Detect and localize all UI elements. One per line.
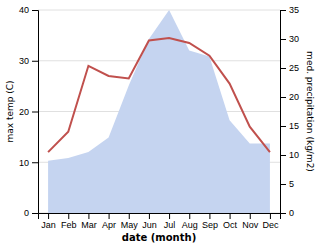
grid-line <box>38 10 280 11</box>
tick-mark <box>280 39 286 40</box>
tick: Apr <box>102 213 116 230</box>
y-axis-title: max temp (C) <box>5 80 15 142</box>
y2-axis: 0 5 10 15 20 25 30 35 <box>280 5 299 218</box>
tick-mark <box>32 162 38 163</box>
tick-label: Apr <box>102 220 116 230</box>
tick-mark <box>32 61 38 62</box>
tick: 5 <box>280 179 294 189</box>
tick-label: Mar <box>81 220 97 230</box>
tick-mark <box>280 10 286 11</box>
tick: Jan <box>41 213 56 230</box>
tick-label: Oct <box>223 220 238 230</box>
tick: Aug <box>182 213 198 230</box>
tick-label: 20 <box>19 107 29 117</box>
tick-label: Nov <box>242 220 259 230</box>
tick-mark <box>250 213 251 219</box>
tick-label: 30 <box>19 56 29 66</box>
tick-mark <box>280 184 286 185</box>
chart: Jan Feb Mar Apr MayJun Jul Aug Sep Oct NovDec 0 10 2… <box>0 0 318 247</box>
tick: 0 <box>280 208 294 218</box>
tick: 30 <box>19 56 38 66</box>
tick-label: 0 <box>24 208 29 218</box>
tick-mark <box>280 126 286 127</box>
tick-label: Sep <box>202 220 218 230</box>
tick: 20 <box>280 92 299 102</box>
tick: Sep <box>202 213 218 230</box>
tick-mark <box>32 10 38 11</box>
tick-mark <box>280 68 286 69</box>
tick: 0 <box>24 208 38 218</box>
tick-mark <box>280 213 286 214</box>
tick: 20 <box>19 107 38 117</box>
tick-label: Aug <box>182 220 198 230</box>
tick-label: 25 <box>289 63 299 73</box>
tick-label: 15 <box>289 121 299 131</box>
tick-label: 30 <box>289 34 299 44</box>
tick-mark <box>280 155 286 156</box>
tick: Mar <box>81 213 97 230</box>
grid <box>38 10 280 213</box>
tick-label: 35 <box>289 5 299 15</box>
tick: 10 <box>280 150 299 160</box>
tick-label: Jan <box>41 220 56 230</box>
tick-mark <box>68 213 69 219</box>
tick: Nov <box>242 213 259 230</box>
line <box>48 38 270 152</box>
tick-label: 40 <box>19 5 29 15</box>
tick-mark <box>32 112 38 113</box>
tick-label: Dec <box>262 220 279 230</box>
tick-mark <box>270 213 271 219</box>
tick-label: 20 <box>289 92 299 102</box>
axis-line <box>281 11 287 214</box>
tick-label: 5 <box>289 179 294 189</box>
area <box>48 10 270 213</box>
tick-label: 10 <box>19 158 29 168</box>
tick: 25 <box>280 63 299 73</box>
axis-line <box>32 11 39 214</box>
tick-label: 10 <box>289 150 299 160</box>
tick-label: Feb <box>61 220 77 230</box>
tick-mark <box>109 213 110 219</box>
tick-mark <box>209 213 210 219</box>
tick-label: Jun <box>142 220 157 230</box>
x-axis: Jan Feb Mar Apr MayJun Jul Aug Sep Oct NovDec <box>39 213 281 230</box>
tick-mark <box>230 213 231 219</box>
tick-mark <box>189 213 190 219</box>
tick: Jun <box>142 213 157 230</box>
tick-label: May <box>121 220 139 230</box>
tick-label: Jul <box>164 220 176 230</box>
plot: Jan Feb Mar Apr MayJun Jul Aug Sep Oct NovDec 0 10 2… <box>19 5 299 230</box>
tick: 40 <box>19 5 38 15</box>
tick-mark <box>32 213 38 214</box>
tick: 35 <box>280 5 299 15</box>
tick: 10 <box>19 158 38 168</box>
axis-line <box>39 214 281 220</box>
tick-label: 0 <box>289 208 294 218</box>
x-axis-title: date (month) <box>122 232 196 243</box>
tick-mark <box>48 213 49 219</box>
tick: Oct <box>223 213 238 230</box>
tick-mark <box>149 213 150 219</box>
tick-mark <box>129 213 130 219</box>
tick: Feb <box>61 213 77 230</box>
tick-mark <box>169 213 170 219</box>
tick-mark <box>280 97 286 98</box>
marks <box>48 10 270 213</box>
tick: Dec <box>262 213 279 230</box>
tick: Jul <box>164 213 176 230</box>
y2-axis-title: med. precipitation (kg/m2) <box>305 51 315 172</box>
tick: May <box>121 213 139 230</box>
tick: 30 <box>280 34 299 44</box>
tick-mark <box>88 213 89 219</box>
tick: 15 <box>280 121 299 131</box>
y-axis: 0 10 20 30 40 <box>19 5 39 218</box>
